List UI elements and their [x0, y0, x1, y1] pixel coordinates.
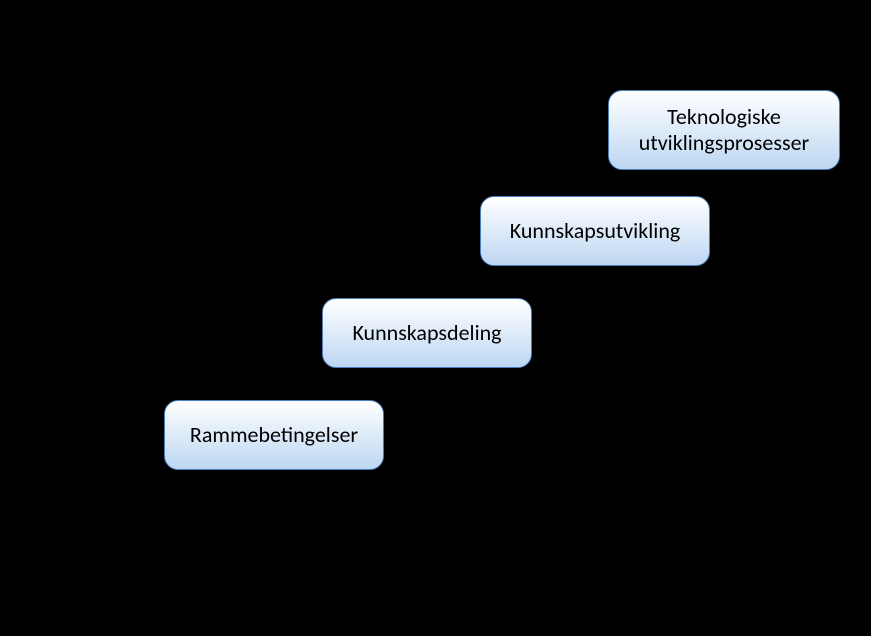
diagram-node: Kunnskapsutvikling	[480, 196, 710, 266]
diagram-node-label: Teknologiske utviklingsprosesser	[627, 104, 821, 157]
diagram-node-label: Kunnskapsdeling	[352, 320, 501, 346]
diagram-node-label: Kunnskapsutvikling	[510, 218, 681, 244]
diagram-node-label: Rammebetingelser	[190, 422, 358, 448]
diagram-node: Rammebetingelser	[164, 400, 384, 470]
diagram-node: Teknologiske utviklingsprosesser	[608, 90, 840, 170]
diagram-canvas: Rammebetingelser Kunnskapsdeling Kunnskaps…	[0, 0, 871, 636]
diagram-node: Kunnskapsdeling	[322, 298, 532, 368]
